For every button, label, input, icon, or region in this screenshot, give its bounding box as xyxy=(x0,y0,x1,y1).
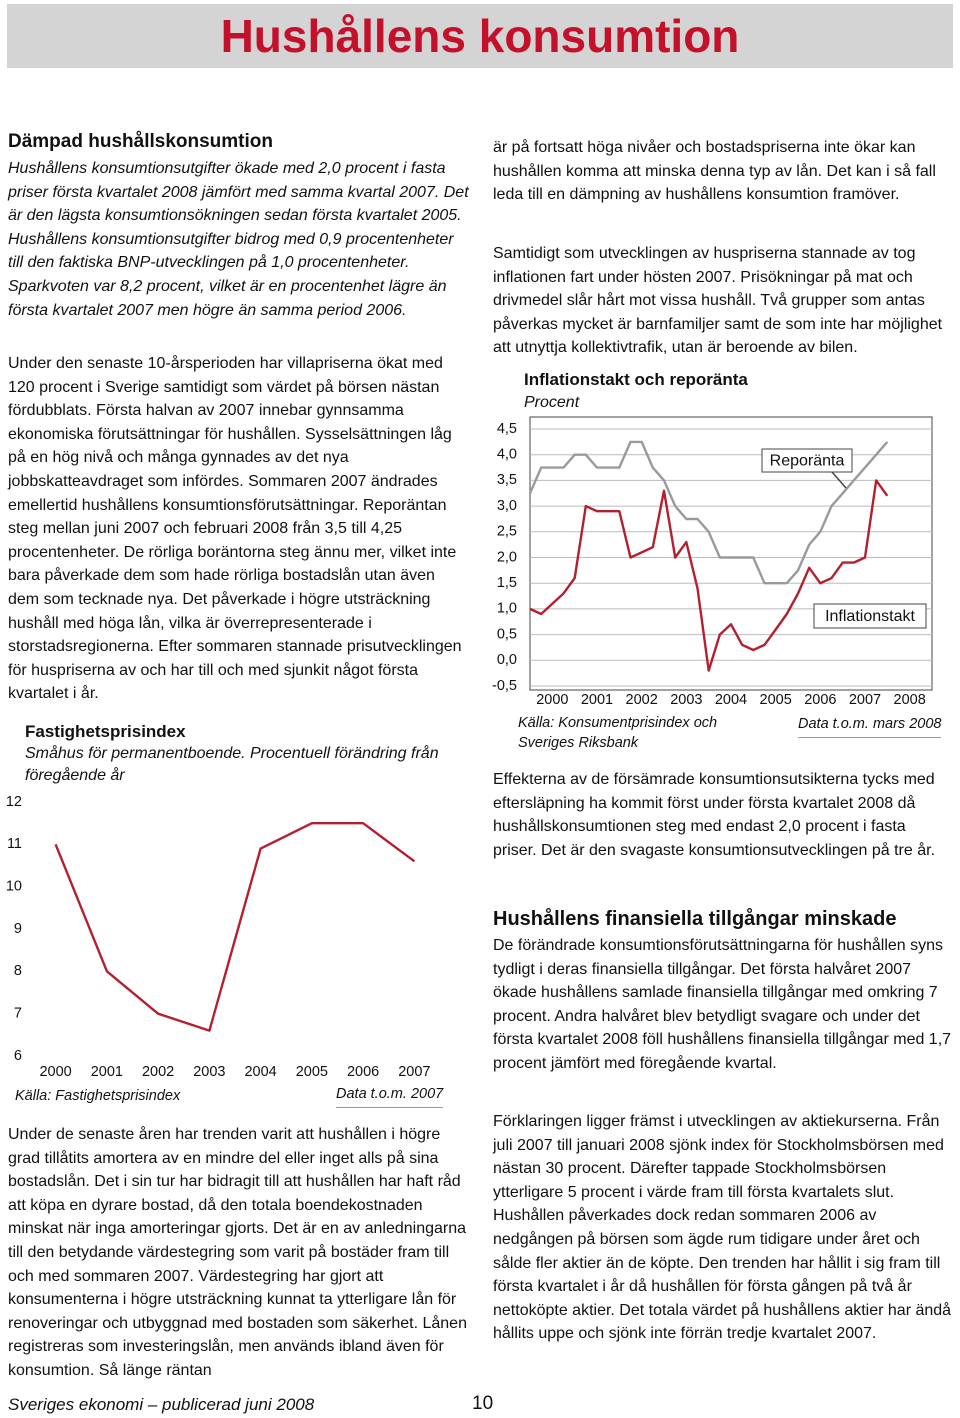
header-bar: Hushållens konsumtion xyxy=(7,4,953,68)
x-tick-label: 2007 xyxy=(398,1064,430,1080)
page-title: Hushållens konsumtion xyxy=(220,10,740,62)
x-tick-label: 2003 xyxy=(193,1064,225,1080)
legend-label: Reporänta xyxy=(770,453,845,470)
x-tick-label: 2000 xyxy=(39,1064,71,1080)
y-tick-label: 9 xyxy=(14,921,22,937)
y-tick-label: 4,5 xyxy=(497,421,517,437)
legend-label: Inflationstakt xyxy=(825,608,915,625)
chart-subtitle: Procent xyxy=(524,394,580,411)
y-tick-label: 10 xyxy=(6,878,22,894)
data-line xyxy=(528,440,889,585)
paragraph: är på fortsatt höga nivåer och bostadspr… xyxy=(493,139,936,204)
x-tick-label: 2006 xyxy=(804,692,836,708)
x-tick-label: 2008 xyxy=(894,692,926,708)
y-tick-label: 4,0 xyxy=(497,447,517,463)
y-tick-label: 1,5 xyxy=(497,575,517,591)
x-tick-label: 2000 xyxy=(536,692,568,708)
chart-subtitle: Småhus för permanentboende. Procentuell … xyxy=(25,745,439,784)
chart-source: Källa: Fastighetsprisindex xyxy=(15,1088,181,1104)
paragraph: Förklaringen ligger främst i utvecklinge… xyxy=(493,1113,952,1343)
paragraph: Samtidigt som utvecklingen av husprisern… xyxy=(493,245,943,357)
y-tick-label: 2,5 xyxy=(497,524,517,540)
y-tick-label: 1,0 xyxy=(497,601,517,617)
y-tick-label: -0,5 xyxy=(492,678,517,694)
x-tick-label: 2004 xyxy=(244,1064,276,1080)
page-number: 10 xyxy=(472,1393,494,1414)
chart-source: Källa: Konsumentprisindex och Sveriges R… xyxy=(518,715,718,751)
footer-publication: Sveriges ekonomi – publicerad juni 2008 xyxy=(8,1395,315,1414)
y-tick-label: 7 xyxy=(14,1005,22,1021)
data-line xyxy=(529,479,889,672)
legend-pointer xyxy=(831,471,847,489)
section-heading: Dämpad hushållskonsumtion xyxy=(8,131,273,152)
y-tick-label: 3,0 xyxy=(497,498,517,514)
paragraph: Under den senaste 10-årsperioden har vil… xyxy=(8,355,462,703)
paragraph: Effekterna av de försämrade konsumtionsu… xyxy=(493,771,936,859)
paragraph: De förändrade konsumtionsförutsättningar… xyxy=(493,937,952,1072)
y-tick-label: 12 xyxy=(6,794,22,810)
paragraph: Under de senaste åren har trenden varit … xyxy=(8,1126,467,1379)
x-tick-label: 2002 xyxy=(626,692,658,708)
data-line xyxy=(54,822,416,1032)
x-tick-label: 2004 xyxy=(715,692,747,708)
chart-title: Fastighetsprisindex xyxy=(25,722,186,741)
legend-box xyxy=(761,448,853,473)
x-tick-label: 2007 xyxy=(849,692,881,708)
y-tick-label: 6 xyxy=(14,1048,22,1064)
legend-box xyxy=(813,603,927,629)
x-tick-label: 2001 xyxy=(91,1064,123,1080)
x-tick-label: 2005 xyxy=(760,692,792,708)
lead-paragraph: Hushållens konsumtionsutgifter ökade med… xyxy=(8,160,469,319)
y-tick-label: 11 xyxy=(7,836,22,852)
x-tick-label: 2005 xyxy=(296,1064,328,1080)
plot-frame xyxy=(529,416,933,691)
x-tick-label: 2003 xyxy=(670,692,702,708)
y-tick-label: 0,0 xyxy=(497,652,517,668)
y-tick-label: 8 xyxy=(14,963,22,979)
chart-note: Data t.o.m. 2007 xyxy=(336,1083,444,1108)
chart-title: Inflationstakt och reporänta xyxy=(524,370,748,389)
y-tick-label: 0,5 xyxy=(497,626,517,642)
chart-note: Data t.o.m. mars 2008 xyxy=(798,713,942,738)
x-tick-label: 2001 xyxy=(581,692,613,708)
x-tick-label: 2006 xyxy=(347,1064,379,1080)
y-tick-label: 2,0 xyxy=(497,549,517,565)
y-tick-label: 3,5 xyxy=(497,472,517,488)
section-heading: Hushållens finansiella tillgångar minska… xyxy=(493,908,897,930)
x-tick-label: 2002 xyxy=(142,1064,174,1080)
